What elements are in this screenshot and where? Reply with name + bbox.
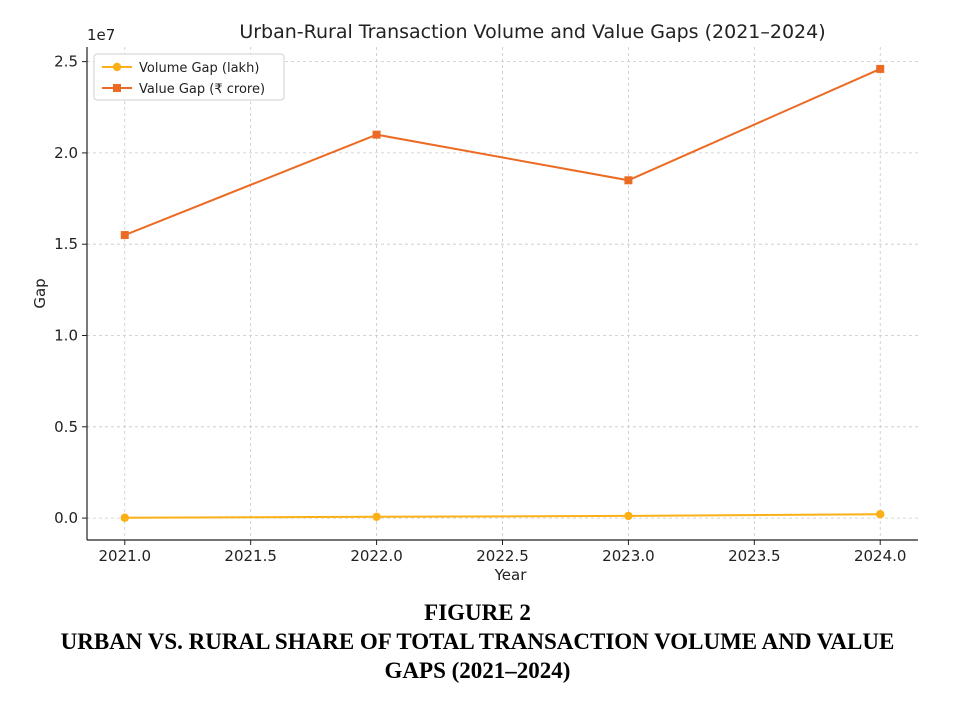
axes <box>82 47 918 545</box>
y-tick-label: 0.0 <box>54 509 78 527</box>
legend-label: Value Gap (₹ crore) <box>139 82 265 97</box>
x-tick-label: 2023.5 <box>728 547 781 565</box>
legend-label: Volume Gap (lakh) <box>139 61 259 76</box>
caption-figure-number: FIGURE 2 <box>424 600 531 625</box>
x-tick-label: 2022.5 <box>476 547 529 565</box>
x-tick-label: 2023.0 <box>602 547 655 565</box>
series-layer <box>120 64 885 522</box>
y-axis-offset-text: 1e7 <box>87 26 115 44</box>
y-tick-label: 1.5 <box>54 235 78 253</box>
legend: Volume Gap (lakh) Value Gap (₹ crore) <box>93 53 285 101</box>
y-tick-label: 0.5 <box>54 418 78 436</box>
series-1-point <box>876 510 885 519</box>
caption-title-line-1: URBAN VS. RURAL SHARE OF TOTAL TRANSACTI… <box>60 629 895 654</box>
y-tick-label: 2.0 <box>54 144 78 162</box>
gridlines <box>87 47 918 540</box>
series-1-point <box>120 513 129 522</box>
legend-swatch-marker <box>113 84 121 92</box>
series-2-point <box>876 64 885 73</box>
caption-title-line-2: GAPS (2021–2024) <box>384 658 571 683</box>
series-2-point <box>372 130 381 139</box>
x-tick-label: 2022.0 <box>350 547 403 565</box>
y-tick-label: 2.5 <box>54 53 78 71</box>
legend-box <box>93 53 285 101</box>
series-2-point <box>120 231 129 240</box>
line-chart: 2021.0 2021.5 2022.0 2022.5 2023.0 2023.5 2024… <box>31 21 918 584</box>
x-tick-label: 2024.0 <box>854 547 907 565</box>
series-1-point <box>624 511 633 521</box>
series-1-point <box>372 512 381 522</box>
series-line-1 <box>124 513 881 519</box>
y-axis-label: Gap <box>31 278 49 308</box>
chart-text: 2021.0 2021.5 2022.0 2022.5 2023.0 2023.5 2024… <box>31 21 906 584</box>
series-line-2 <box>124 67 881 236</box>
x-tick-label: 2021.0 <box>99 547 152 565</box>
figure-caption: FIGURE 2 URBAN VS. RURAL SHARE OF TOTAL … <box>0 598 955 685</box>
x-axis-label: Year <box>494 566 528 584</box>
chart-title: Urban-Rural Transaction Volume and Value… <box>239 21 825 43</box>
y-tick-label: 1.0 <box>54 326 78 344</box>
series-2-point <box>624 176 633 185</box>
legend-swatch-marker <box>112 62 122 72</box>
x-tick-label: 2021.5 <box>224 547 277 565</box>
